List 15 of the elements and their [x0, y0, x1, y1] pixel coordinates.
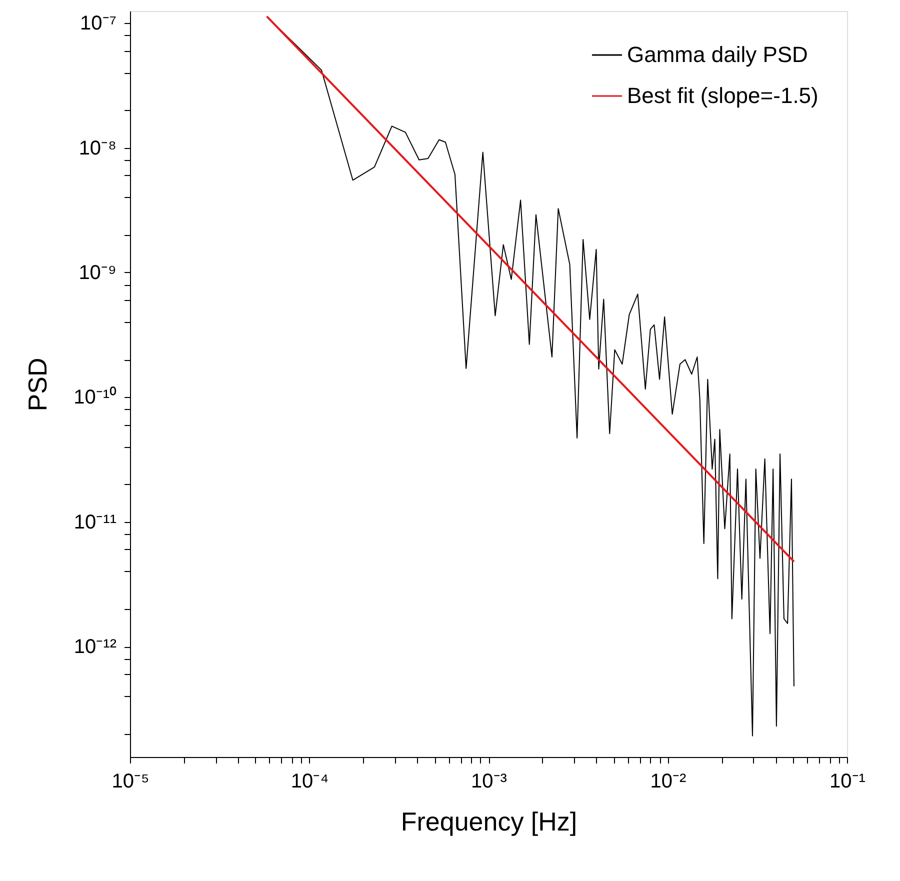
- y-tick-label: 10⁻⁷: [80, 12, 116, 35]
- x-tick-label: 10⁻³: [471, 770, 508, 792]
- legend-label: Gamma daily PSD: [627, 42, 808, 67]
- y-tick-label: 10⁻¹²: [74, 636, 117, 658]
- legend-label: Best fit (slope=-1.5): [627, 83, 818, 108]
- y-axis-title: PSD: [22, 358, 53, 412]
- x-tick-label: 10⁻⁵: [112, 770, 150, 792]
- x-tick-label: 10⁻²: [650, 770, 687, 792]
- y-tick-label: 10⁻¹⁰: [74, 386, 116, 409]
- x-tick-label: 10⁻¹: [830, 770, 866, 792]
- x-axis-title: Frequency [Hz]: [400, 806, 578, 836]
- x-tick-label: 10⁻⁴: [290, 770, 329, 792]
- y-tick-label: 10⁻⁸: [78, 137, 116, 160]
- y-tick-label: 10⁻¹¹: [74, 511, 117, 534]
- y-tick-label: 10⁻⁹: [78, 262, 116, 284]
